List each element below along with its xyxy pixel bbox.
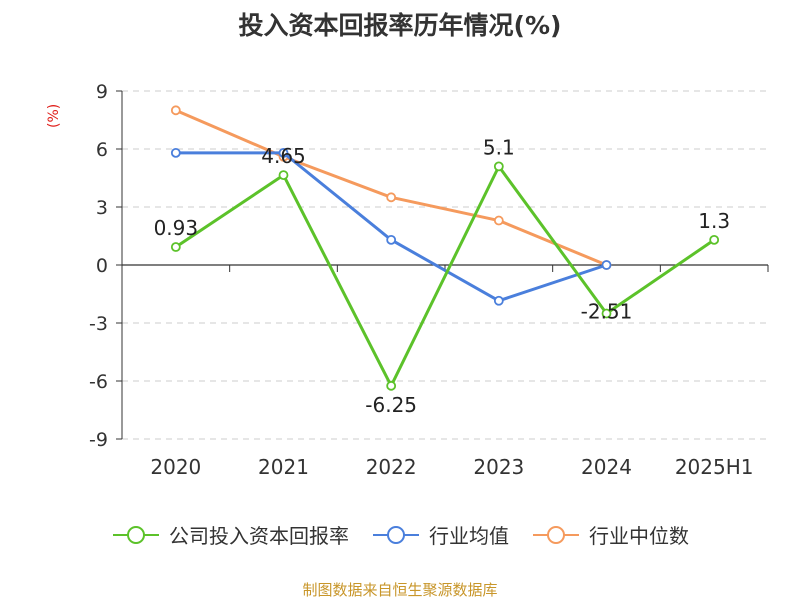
legend-item-company[interactable]: 公司投入资本回报率 [111,520,349,549]
legend-label-company: 公司投入资本回报率 [169,524,349,548]
legend-marker-mean-icon [373,525,419,544]
y-tick-label: -6 [89,371,108,393]
data-point [170,242,181,252]
legend-marker-company-icon [113,525,159,544]
y-tick-label: 3 [96,197,108,219]
data-label: -2.51 [581,300,633,324]
x-tick-label: 2023 [473,455,524,479]
legend-label-industry-median: 行业中位数 [589,524,689,548]
legend: 公司投入资本回报率 行业均值 行业中位数 [0,520,800,549]
data-label: 0.93 [154,216,199,240]
legend-item-industry-mean[interactable]: 行业均值 [371,520,509,549]
data-point [493,161,504,172]
y-tick-label: 9 [96,81,108,103]
data-point [493,215,504,226]
y-tick-label: 0 [96,255,108,277]
legend-marker-median-icon [533,525,579,544]
y-tick-label: 6 [96,139,108,161]
chart-title: 投入资本回报率历年情况(%) [238,11,562,40]
data-point [278,170,289,181]
source-footer: 制图数据来自恒生聚源数据库 [302,581,498,599]
y-tick-label: -3 [89,313,108,335]
series-line [175,164,716,388]
data-point [386,234,397,245]
x-tick-label: 2024 [581,455,632,479]
data-point [278,147,289,158]
data-label: 4.65 [261,144,306,168]
data-label: 1.3 [698,209,730,233]
data-label: 5.1 [483,135,515,159]
legend-item-industry-median[interactable]: 行业中位数 [531,520,689,549]
data-point [601,260,612,270]
x-tick-label: 2022 [366,455,417,479]
data-point [386,192,397,203]
data-point [170,147,181,158]
y-tick-label: -9 [89,429,108,451]
data-label: -6.25 [365,393,417,417]
data-point [601,308,612,319]
data-point [493,295,504,306]
data-point [386,380,397,391]
x-tick-label: 2021 [258,455,309,479]
x-tick-label: 2025H1 [675,455,754,479]
data-point [170,105,181,116]
data-point [709,234,720,245]
x-tick-label: 2020 [150,455,201,479]
legend-label-industry-mean: 行业均值 [429,524,509,548]
